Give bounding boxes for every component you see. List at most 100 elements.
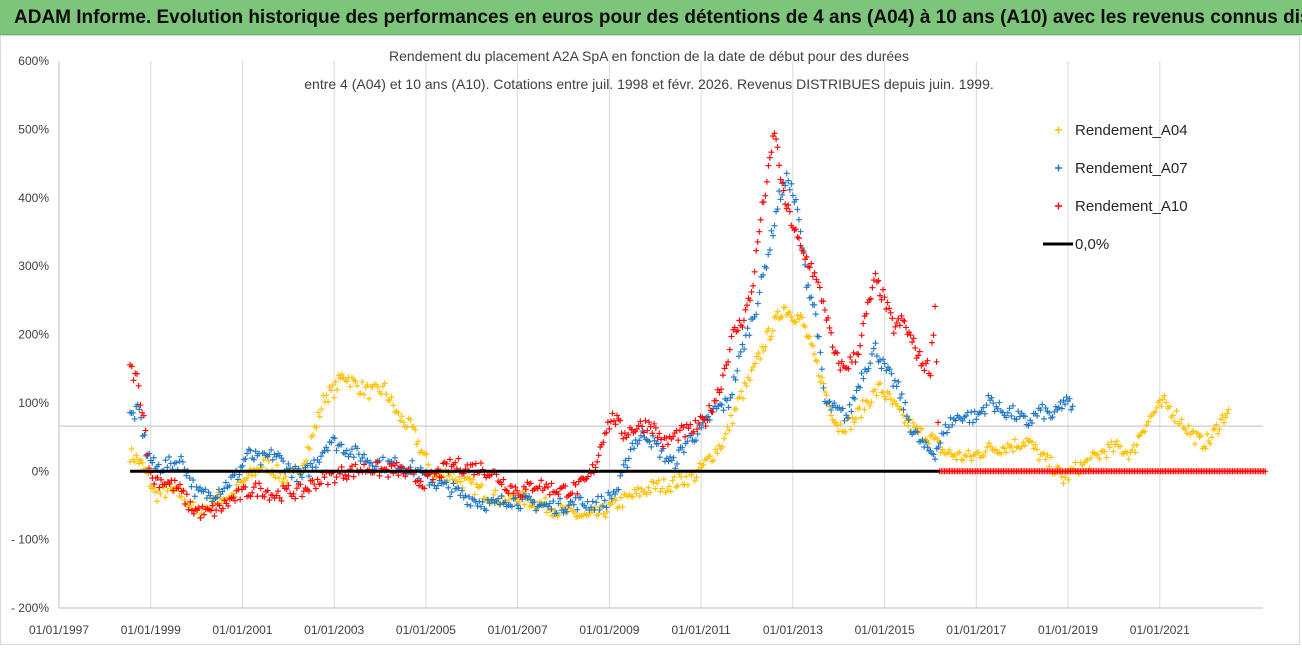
- data-point: [459, 487, 466, 494]
- data-point: [884, 299, 891, 306]
- data-point: [139, 459, 146, 466]
- data-point: [700, 461, 707, 468]
- data-point: [517, 505, 524, 512]
- data-point: [907, 332, 914, 339]
- data-point: [1060, 480, 1067, 487]
- data-point: [729, 391, 736, 398]
- data-point: [797, 242, 804, 249]
- data-point: [158, 476, 165, 483]
- data-point: [835, 360, 842, 367]
- data-point: [598, 493, 605, 500]
- data-point: [179, 487, 186, 494]
- data-point: [1156, 397, 1163, 404]
- data-point: [457, 478, 464, 485]
- data-point: [627, 446, 634, 453]
- data-point: [1062, 474, 1069, 481]
- data-point: [332, 378, 339, 385]
- data-point: [773, 312, 780, 319]
- data-point: [527, 480, 534, 487]
- data-point: [303, 457, 310, 464]
- data-point: [407, 416, 414, 423]
- data-point: [234, 476, 241, 483]
- data-point: [443, 460, 450, 467]
- data-point: [598, 502, 605, 509]
- data-point: [746, 332, 753, 339]
- data-point: [486, 500, 493, 507]
- data-point: [891, 377, 898, 384]
- data-point: [307, 460, 314, 467]
- data-point: [714, 450, 721, 457]
- data-point: [361, 451, 368, 458]
- data-point: [456, 473, 463, 480]
- data-point: [1016, 413, 1023, 420]
- data-point: [171, 477, 178, 484]
- data-point: [538, 477, 545, 484]
- data-point: [765, 325, 772, 332]
- data-point: [734, 367, 741, 374]
- data-point: [1205, 438, 1212, 445]
- data-point: [222, 479, 229, 486]
- data-point: [285, 460, 292, 467]
- data-point: [600, 510, 607, 517]
- data-point: [412, 426, 419, 433]
- data-point: [757, 216, 764, 223]
- data-point: [1010, 402, 1017, 409]
- data-point: [851, 395, 858, 402]
- data-point: [1003, 449, 1010, 456]
- data-point: [474, 503, 481, 510]
- y-tick-label: 400%: [18, 191, 49, 205]
- data-point: [821, 388, 828, 395]
- data-point: [1008, 443, 1015, 450]
- data-point: [572, 481, 579, 488]
- data-point: [455, 484, 462, 491]
- data-point: [1084, 456, 1091, 463]
- data-point: [889, 315, 896, 322]
- data-point: [130, 377, 137, 384]
- data-point: [832, 419, 839, 426]
- data-point: [437, 472, 444, 479]
- data-point: [685, 425, 692, 432]
- data-point: [275, 475, 282, 482]
- data-point: [766, 246, 773, 253]
- data-point: [1025, 422, 1032, 429]
- data-point: [495, 495, 502, 502]
- data-point: [413, 441, 420, 448]
- data-point: [337, 375, 344, 382]
- data-point: [930, 332, 937, 339]
- data-point: [1046, 409, 1053, 416]
- data-point: [315, 409, 322, 416]
- data-point: [331, 435, 338, 442]
- data-point: [707, 453, 714, 460]
- data-point: [272, 474, 279, 481]
- data-point: [252, 448, 259, 455]
- data-point: [896, 322, 903, 329]
- data-point: [425, 461, 432, 468]
- data-point: [415, 438, 422, 445]
- data-point: [901, 419, 908, 426]
- data-point: [637, 418, 644, 425]
- data-point: [1117, 443, 1124, 450]
- data-point: [328, 439, 335, 446]
- data-point: [788, 180, 795, 187]
- data-point: [785, 177, 792, 184]
- data-point: [727, 412, 734, 419]
- data-point: [903, 413, 910, 420]
- data-point: [512, 494, 519, 501]
- data-point: [555, 491, 562, 498]
- legend-marker-Rendement_A07: [1055, 164, 1062, 172]
- data-point: [211, 513, 218, 520]
- data-point: [395, 410, 402, 417]
- data-point: [521, 501, 528, 508]
- data-point: [416, 482, 423, 489]
- data-point: [698, 424, 705, 431]
- data-point: [150, 484, 157, 491]
- data-point: [902, 399, 909, 406]
- data-point: [197, 484, 204, 491]
- data-point: [343, 447, 350, 454]
- data-point: [1030, 445, 1037, 452]
- data-point: [1161, 392, 1168, 399]
- data-point: [1035, 456, 1042, 463]
- data-point: [845, 365, 852, 372]
- data-point: [261, 493, 268, 500]
- data-point: [321, 474, 328, 481]
